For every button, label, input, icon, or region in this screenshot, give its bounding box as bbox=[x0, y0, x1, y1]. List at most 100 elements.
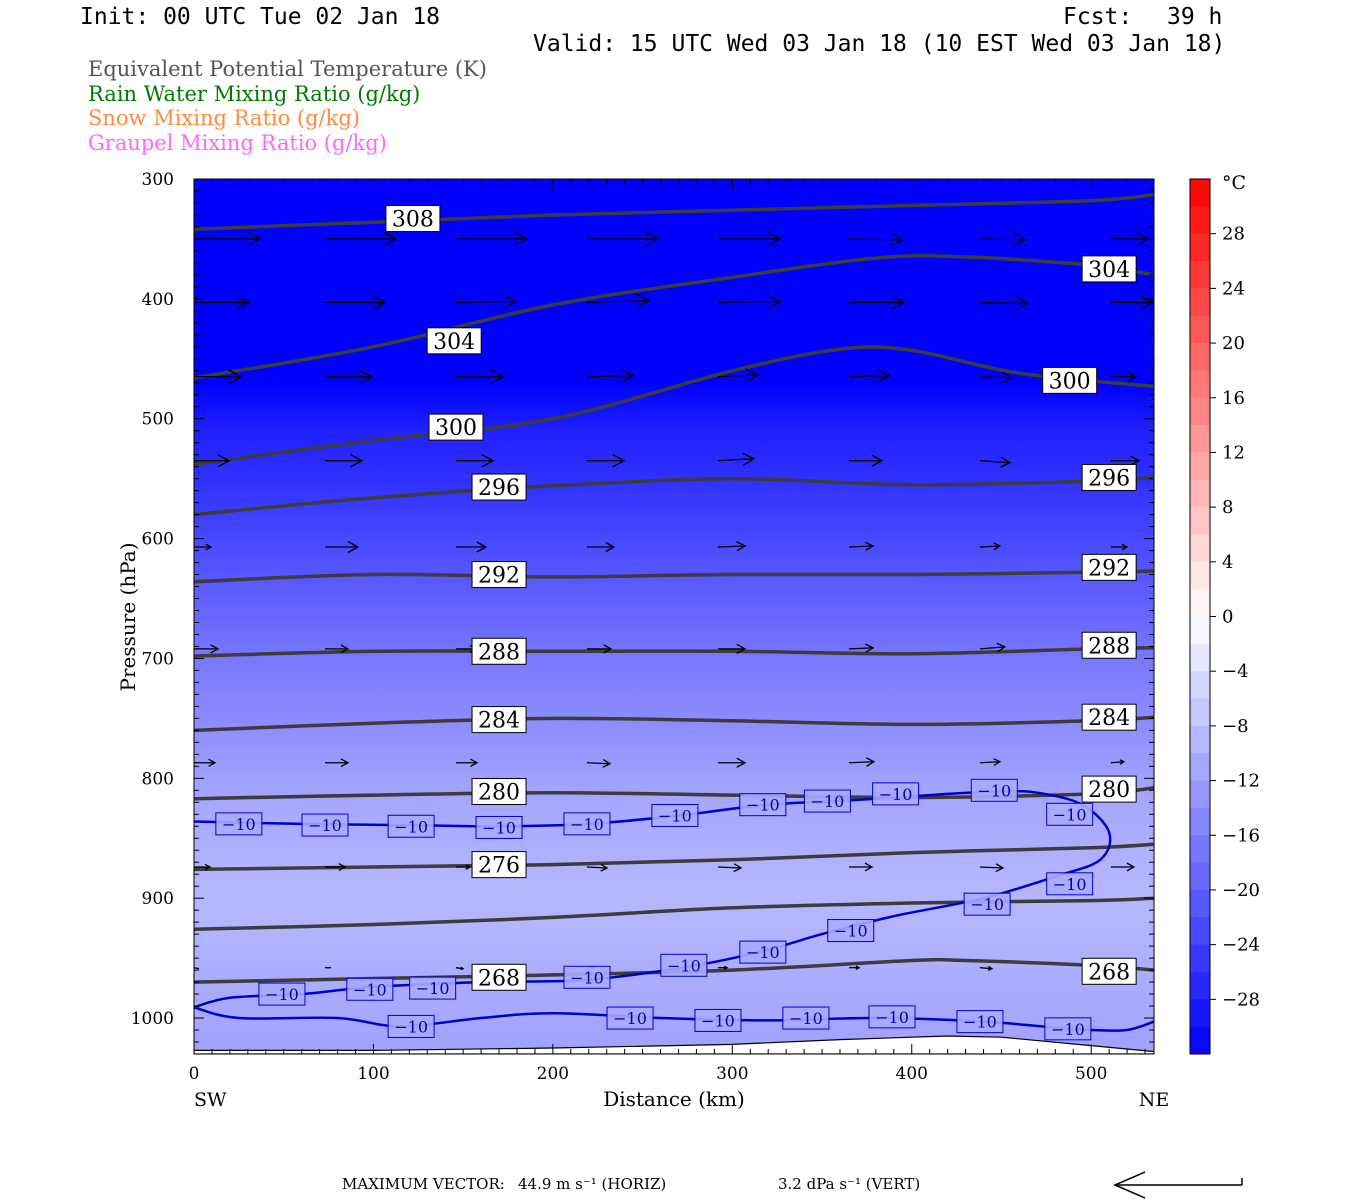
wind-vector-head bbox=[864, 862, 874, 872]
colorbar-tick-label: −28 bbox=[1222, 989, 1260, 1010]
theta-e-label-box bbox=[471, 778, 527, 805]
isotherm-label-box bbox=[963, 892, 1011, 916]
x-tick-label: 300 bbox=[716, 1064, 748, 1084]
wind-vector-head bbox=[359, 369, 374, 385]
wind-vector bbox=[586, 644, 613, 654]
isotherm-label-box bbox=[346, 977, 394, 1001]
theta-e-label: 296 bbox=[1081, 463, 1137, 491]
theta-e-label: 296 bbox=[471, 473, 527, 501]
isotherm-label-box bbox=[606, 1006, 654, 1030]
theta-e-label-text: 308 bbox=[392, 208, 434, 233]
wind-vector-head bbox=[865, 643, 875, 653]
colorbar-segment bbox=[1190, 944, 1210, 973]
isotherm-label-box bbox=[1046, 802, 1094, 826]
colorbar-tick-label: −16 bbox=[1222, 825, 1260, 846]
theta-e-label-text: 304 bbox=[433, 330, 475, 355]
wind-vector-head bbox=[600, 863, 609, 872]
wind-vector bbox=[848, 643, 875, 653]
wind-vector bbox=[586, 863, 609, 872]
colorbar-segment bbox=[1190, 315, 1210, 344]
theta-e-label-text: 280 bbox=[478, 781, 520, 806]
wind-vector-shaft bbox=[848, 545, 873, 548]
wind-vector bbox=[586, 368, 635, 384]
theta-e-label: 284 bbox=[1081, 703, 1137, 731]
wind-vector bbox=[324, 758, 350, 768]
isotherm-label-text: −10 bbox=[570, 968, 604, 987]
theta-e-contour-296 bbox=[194, 475, 1154, 517]
colorbar-tick-label: −20 bbox=[1222, 880, 1260, 901]
wind-vector-head bbox=[1015, 295, 1030, 311]
theta-e-label-text: 268 bbox=[1088, 960, 1130, 985]
isotherm-label-box bbox=[739, 940, 787, 964]
init-time: Init: 00 UTC Tue 02 Jan 18 bbox=[80, 4, 441, 30]
wind-vector bbox=[717, 368, 760, 383]
theta-e-label: 268 bbox=[471, 963, 527, 991]
wind-vector bbox=[848, 295, 906, 310]
colorbar-segment bbox=[1190, 807, 1210, 836]
colorbar-segment bbox=[1190, 862, 1210, 891]
legend-rain-water: Rain Water Mixing Ratio (g/kg) bbox=[88, 82, 421, 106]
wind-vector-head bbox=[855, 965, 861, 970]
wind-vector-head bbox=[1001, 371, 1014, 384]
wind-vector-head bbox=[383, 231, 398, 247]
isotherm-label: −10 bbox=[660, 953, 708, 977]
wind-vector-head bbox=[603, 644, 613, 654]
colorbar-segment bbox=[1190, 261, 1210, 289]
wind-vector-shaft bbox=[717, 545, 745, 548]
theta-e-label-box bbox=[1081, 775, 1137, 803]
isotherm-label: −10 bbox=[387, 1014, 435, 1038]
isotherm-label-box bbox=[387, 1014, 435, 1038]
wind-vector bbox=[586, 453, 626, 468]
isotherm-label-text: −10 bbox=[1053, 875, 1087, 894]
isotherm-label-box bbox=[868, 1005, 916, 1029]
x-end-label-right: NE bbox=[1139, 1089, 1170, 1111]
isotherm-label-box bbox=[956, 1010, 1004, 1034]
colorbar-segment bbox=[1190, 206, 1210, 235]
wind-vector-head bbox=[890, 232, 905, 247]
theta-e-labels: 308 304 304 300 300 296 296 292 292 288 288 284 284 2… bbox=[385, 205, 1137, 991]
wind-vector bbox=[848, 862, 874, 872]
theta-e-contour-292 bbox=[194, 569, 1154, 584]
theta-e-label: 304 bbox=[426, 327, 482, 355]
isotherm-label-box bbox=[475, 815, 523, 839]
colorbar-tick-label: 24 bbox=[1222, 278, 1245, 299]
colorbar-tick-label: 28 bbox=[1222, 224, 1245, 245]
wind-vector-head bbox=[742, 452, 756, 466]
wind-vector-shaft bbox=[979, 761, 1000, 764]
colorbar-segment bbox=[1190, 561, 1210, 590]
wind-vector bbox=[848, 965, 861, 970]
theta-e-label: 268 bbox=[1081, 957, 1137, 985]
isotherm-label-box bbox=[215, 812, 263, 836]
wind-vector bbox=[1110, 295, 1154, 310]
theta-e-label-text: 268 bbox=[478, 966, 520, 991]
colorbar-segment bbox=[1190, 889, 1210, 918]
y-tick-label: 400 bbox=[142, 290, 174, 310]
wind-vector bbox=[717, 294, 782, 309]
colorbar-tick-label: 20 bbox=[1222, 333, 1245, 354]
wind-vector-shaft bbox=[194, 967, 200, 970]
wind-vector bbox=[979, 371, 1014, 384]
wind-vector-head bbox=[993, 758, 1002, 766]
isotherm-label-box bbox=[782, 1006, 830, 1030]
isotherm-label: −10 bbox=[563, 812, 611, 836]
wind-vector-shaft bbox=[848, 761, 874, 764]
wind-vector bbox=[455, 864, 472, 870]
theta-e-contour-300 bbox=[194, 345, 1154, 467]
isotherm-label: −10 bbox=[694, 1008, 742, 1032]
wind-vector bbox=[717, 965, 729, 970]
wind-vector bbox=[717, 452, 756, 466]
isotherm-label-text: −10 bbox=[977, 781, 1011, 800]
wind-vector bbox=[979, 542, 1002, 551]
wind-vector bbox=[1110, 862, 1136, 872]
wind-vector-head bbox=[1136, 232, 1150, 246]
theta-e-contour-304 bbox=[194, 254, 1154, 380]
wind-vector-head bbox=[481, 453, 495, 468]
isotherm-label: −10 bbox=[606, 1006, 654, 1030]
wind-vector-head bbox=[503, 294, 518, 309]
wind-vector-shaft bbox=[586, 762, 611, 765]
wind-vector-head bbox=[208, 758, 217, 767]
isotherm-label-text: −10 bbox=[701, 1011, 735, 1030]
wind-vector bbox=[848, 757, 876, 767]
theta-e-label: 288 bbox=[1081, 631, 1137, 659]
